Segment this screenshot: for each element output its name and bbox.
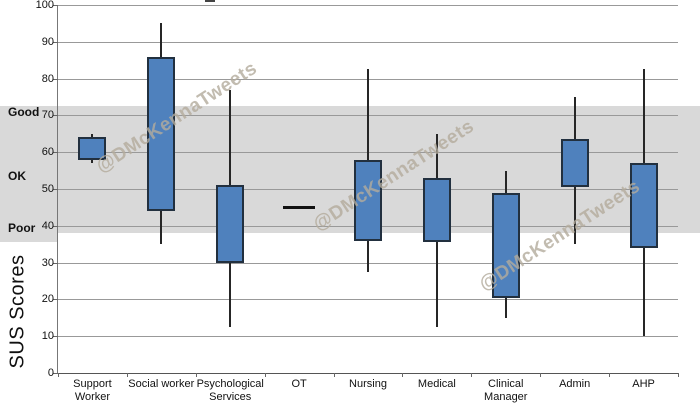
x-category-label-line: AHP (632, 378, 655, 390)
x-category-label-support-worker: Support Worker (58, 378, 127, 404)
y-axis-tick (53, 78, 58, 80)
whisker-upper (573, 97, 576, 140)
y-axis-tick (53, 152, 58, 154)
x-category-label-medical: Medical (402, 378, 471, 391)
band-label: OK (8, 169, 26, 184)
whisker-upper (642, 69, 645, 164)
gridline (58, 336, 678, 338)
y-tick-label: 20 (41, 293, 54, 306)
x-category-label-admin: Admin (540, 378, 609, 391)
x-axis-tick (678, 373, 679, 377)
box-nursing (354, 159, 382, 241)
whisker-lower (504, 297, 507, 318)
y-axis-title: SUS Scores (6, 254, 29, 369)
y-tick-label: 60 (41, 146, 54, 159)
box-clinical-manager (491, 192, 520, 298)
y-tick-label: 70 (41, 109, 54, 122)
box-ahp (629, 163, 658, 248)
y-tick-label: 80 (41, 72, 54, 85)
acceptability-band-left-extension (0, 233, 58, 243)
y-tick-label: 100 (35, 0, 54, 11)
whisker-lower (642, 247, 645, 337)
whisker-lower (367, 240, 369, 272)
x-category-label-line: Medical (417, 378, 456, 390)
y-tick-label: 40 (41, 219, 54, 232)
y-axis-tick (53, 5, 58, 6)
x-category-label-line: OT (291, 378, 307, 390)
x-axis-line (58, 373, 678, 374)
x-category-label-ot: OT (265, 378, 334, 391)
y-axis-tick (53, 189, 58, 190)
y-axis-tick (53, 41, 58, 43)
x-category-label-social-worker: Social worker (127, 378, 196, 391)
y-axis-tick (53, 336, 58, 338)
y-tick-label: 30 (41, 256, 54, 269)
box-support-worker (78, 137, 107, 160)
x-category-label-line: Psychological (196, 378, 264, 390)
x-category-label-line: Social worker (128, 378, 195, 390)
y-tick-label: 0 (47, 367, 54, 379)
x-category-label-line: Admin (559, 378, 591, 390)
y-tick-label: 10 (41, 330, 54, 343)
x-axis-tick (195, 373, 197, 377)
y-tick-label: 50 (41, 183, 54, 195)
single-value-dash-ot (283, 205, 316, 209)
whisker-upper (229, 89, 232, 186)
whisker-upper (160, 23, 163, 57)
x-category-label-line: Manager (484, 391, 528, 403)
y-tick-label: 90 (41, 35, 54, 48)
x-axis-tick (402, 373, 404, 377)
box-admin (560, 139, 589, 188)
box-psychological-services (216, 185, 245, 263)
x-axis-tick (471, 373, 473, 377)
y-axis-tick (53, 115, 58, 117)
y-axis-tick (53, 225, 58, 227)
x-category-label-line: Services (209, 391, 252, 403)
x-category-label-line: Worker (74, 391, 111, 403)
whisker-lower (160, 211, 163, 245)
cropped-title-remnant (205, 0, 215, 2)
whisker-lower (435, 242, 438, 327)
x-axis-tick (58, 373, 59, 377)
y-axis-tick (53, 373, 58, 374)
gridline (58, 299, 678, 301)
x-category-label-clinical-manager: Clinical Manager (471, 378, 540, 404)
x-axis-tick (264, 373, 266, 377)
gridline (58, 5, 678, 6)
whisker-upper (504, 170, 507, 193)
whisker-lower (573, 187, 576, 245)
x-category-label-line: Clinical (488, 378, 524, 390)
whisker-upper (435, 133, 438, 178)
x-category-label-ahp: AHP (609, 378, 678, 391)
x-category-label-line: Nursing (349, 378, 387, 390)
box-medical (422, 177, 451, 243)
x-category-label-psychological-services: Psychological Services (196, 378, 265, 404)
x-axis-tick (540, 373, 542, 377)
box-social-worker (147, 56, 176, 212)
x-axis-tick (333, 373, 335, 377)
whisker-upper (367, 69, 369, 160)
x-axis-tick (126, 373, 128, 377)
y-axis-tick (53, 262, 58, 264)
whisker-upper (91, 133, 94, 138)
band-label: Poor (8, 220, 36, 235)
whisker-lower (91, 159, 94, 164)
whisker-lower (229, 262, 232, 327)
x-category-label-nursing: Nursing (334, 378, 403, 391)
x-category-label-line: Support (73, 378, 112, 390)
x-axis-tick (609, 373, 611, 377)
y-axis-tick (53, 299, 58, 301)
band-label: Good (8, 104, 40, 119)
gridline (58, 41, 678, 43)
